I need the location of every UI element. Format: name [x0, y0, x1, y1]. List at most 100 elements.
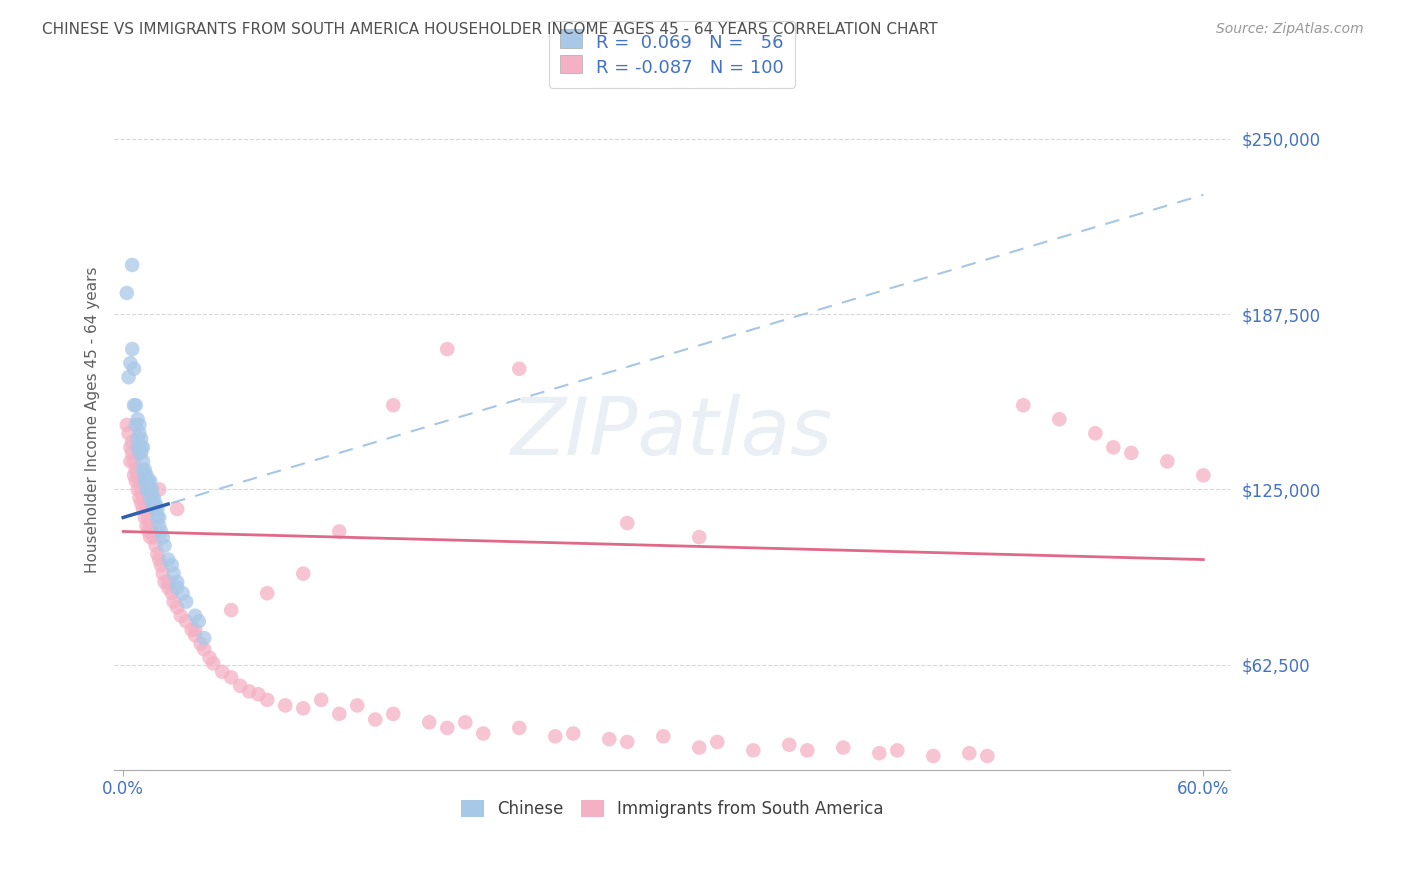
Point: [125, 474, 148, 488]
Point: [128, 446, 150, 460]
Point: [229, 679, 252, 693]
Point: [174, 615, 197, 629]
Point: [166, 502, 188, 516]
Point: [162, 594, 184, 608]
Point: [117, 426, 139, 441]
Point: [127, 440, 149, 454]
Point: [129, 496, 152, 510]
Point: [193, 642, 215, 657]
Point: [135, 483, 157, 497]
Point: [146, 547, 169, 561]
Point: [120, 356, 142, 370]
Point: [135, 519, 157, 533]
Point: [139, 519, 162, 533]
Point: [120, 454, 142, 468]
Point: [160, 558, 183, 573]
Point: [120, 440, 142, 454]
Point: [115, 285, 138, 300]
Point: [418, 715, 440, 730]
Point: [382, 706, 405, 721]
Point: [122, 454, 145, 468]
Point: [436, 342, 458, 356]
Point: [141, 496, 163, 510]
Point: [922, 748, 945, 763]
Point: [125, 417, 148, 432]
Point: [139, 491, 162, 505]
Point: [1012, 398, 1035, 412]
Point: [976, 748, 998, 763]
Point: [122, 361, 145, 376]
Point: [132, 491, 155, 505]
Point: [129, 432, 152, 446]
Point: [135, 468, 157, 483]
Point: [139, 530, 162, 544]
Point: [193, 631, 215, 645]
Point: [957, 746, 980, 760]
Point: [150, 524, 173, 539]
Point: [134, 468, 156, 483]
Point: [139, 474, 162, 488]
Point: [1192, 468, 1215, 483]
Point: [121, 434, 143, 449]
Point: [117, 370, 139, 384]
Point: [190, 637, 212, 651]
Point: [148, 483, 170, 497]
Point: [128, 474, 150, 488]
Text: ZIPatlas: ZIPatlas: [512, 394, 834, 472]
Point: [134, 474, 156, 488]
Point: [328, 524, 350, 539]
Point: [508, 721, 530, 735]
Point: [166, 581, 188, 595]
Point: [142, 496, 165, 510]
Point: [122, 468, 145, 483]
Point: [157, 552, 180, 566]
Point: [1047, 412, 1070, 426]
Point: [868, 746, 890, 760]
Point: [127, 432, 149, 446]
Point: [153, 539, 176, 553]
Point: [256, 693, 278, 707]
Point: [148, 519, 170, 533]
Point: [134, 496, 156, 510]
Point: [122, 398, 145, 412]
Point: [328, 706, 350, 721]
Point: [1121, 446, 1143, 460]
Point: [135, 474, 157, 488]
Point: [141, 483, 163, 497]
Point: [166, 600, 188, 615]
Point: [688, 740, 710, 755]
Point: [145, 539, 167, 553]
Legend: Chinese, Immigrants from South America: Chinese, Immigrants from South America: [454, 793, 890, 825]
Point: [128, 491, 150, 505]
Point: [145, 502, 167, 516]
Point: [142, 530, 165, 544]
Point: [127, 412, 149, 426]
Point: [187, 615, 209, 629]
Point: [688, 530, 710, 544]
Point: [598, 732, 620, 747]
Point: [184, 608, 207, 623]
Point: [1102, 440, 1125, 454]
Point: [121, 446, 143, 460]
Point: [886, 743, 908, 757]
Point: [138, 483, 160, 497]
Point: [832, 740, 855, 755]
Point: [121, 258, 143, 272]
Point: [150, 558, 173, 573]
Point: [132, 440, 155, 454]
Point: [153, 574, 176, 589]
Point: [256, 586, 278, 600]
Point: [180, 623, 202, 637]
Point: [148, 552, 170, 566]
Point: [139, 483, 162, 497]
Point: [152, 566, 174, 581]
Point: [138, 474, 160, 488]
Point: [129, 440, 152, 454]
Point: [170, 608, 193, 623]
Point: [472, 726, 495, 740]
Point: [157, 581, 180, 595]
Point: [292, 566, 315, 581]
Point: [128, 417, 150, 432]
Point: [1084, 426, 1107, 441]
Point: [778, 738, 800, 752]
